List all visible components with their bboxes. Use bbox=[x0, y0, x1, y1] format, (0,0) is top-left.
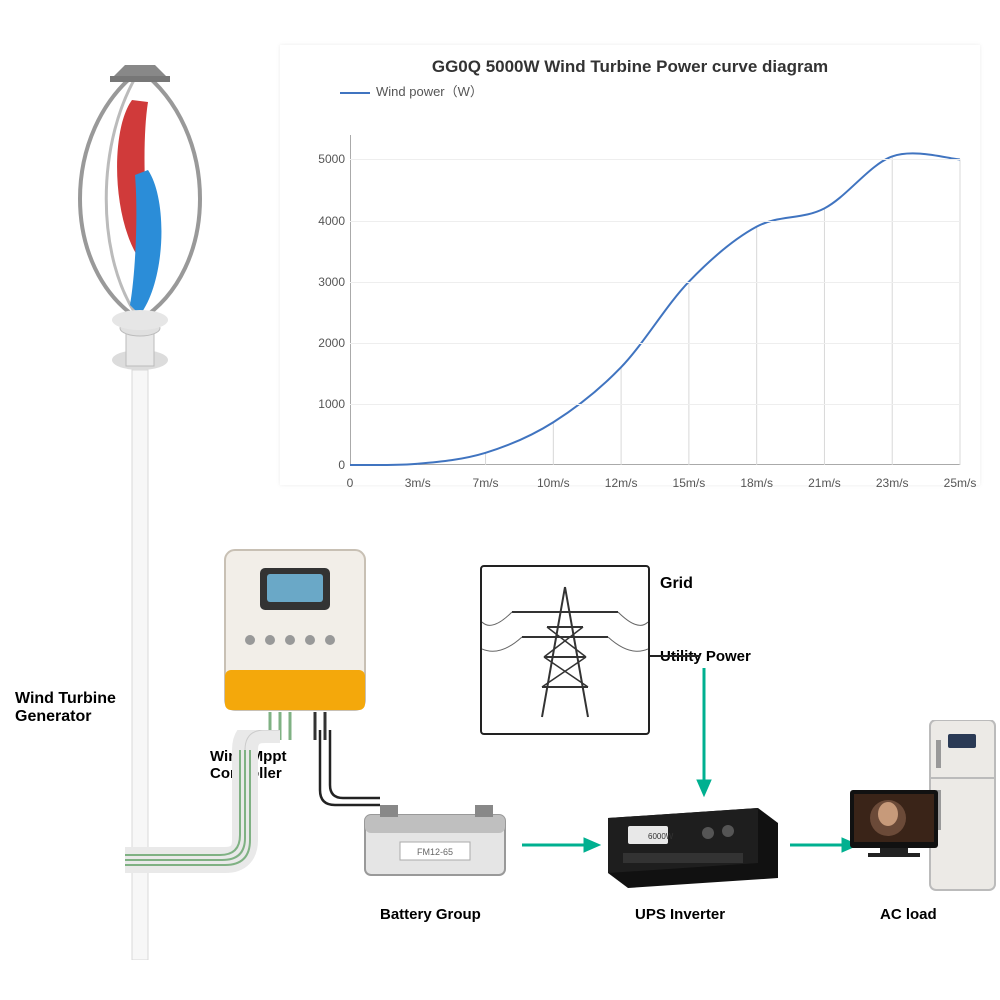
grid-tower bbox=[480, 565, 650, 735]
ups-inverter: 6000W bbox=[598, 798, 788, 893]
mppt-controller bbox=[215, 540, 395, 740]
legend-label: Wind power（W） bbox=[376, 84, 483, 99]
chart-title: GG0Q 5000W Wind Turbine Power curve diag… bbox=[280, 45, 980, 81]
acload-label: AC load bbox=[880, 906, 937, 923]
ac-load bbox=[850, 720, 1000, 900]
wire-controller-battery bbox=[310, 730, 410, 820]
battery-label: Battery Group bbox=[380, 906, 481, 923]
svg-text:FM12-65: FM12-65 bbox=[417, 847, 453, 857]
chart-legend: Wind power（W） bbox=[280, 81, 980, 100]
inverter-label: UPS Inverter bbox=[635, 906, 725, 923]
svg-text:6000W: 6000W bbox=[648, 832, 674, 841]
arrow-grid-inverter bbox=[694, 668, 714, 798]
connector-grid bbox=[648, 648, 700, 670]
grid-label: Grid bbox=[660, 575, 693, 593]
arrow-battery-inverter bbox=[522, 835, 602, 855]
pipe-turbine-controller bbox=[125, 730, 335, 940]
wind-turbine-label: Wind Turbine Generator bbox=[15, 690, 116, 726]
plot-area: 01000200030004000500003m/s7m/s10m/s12m/s… bbox=[350, 135, 960, 465]
power-curve-chart: GG0Q 5000W Wind Turbine Power curve diag… bbox=[280, 45, 980, 485]
